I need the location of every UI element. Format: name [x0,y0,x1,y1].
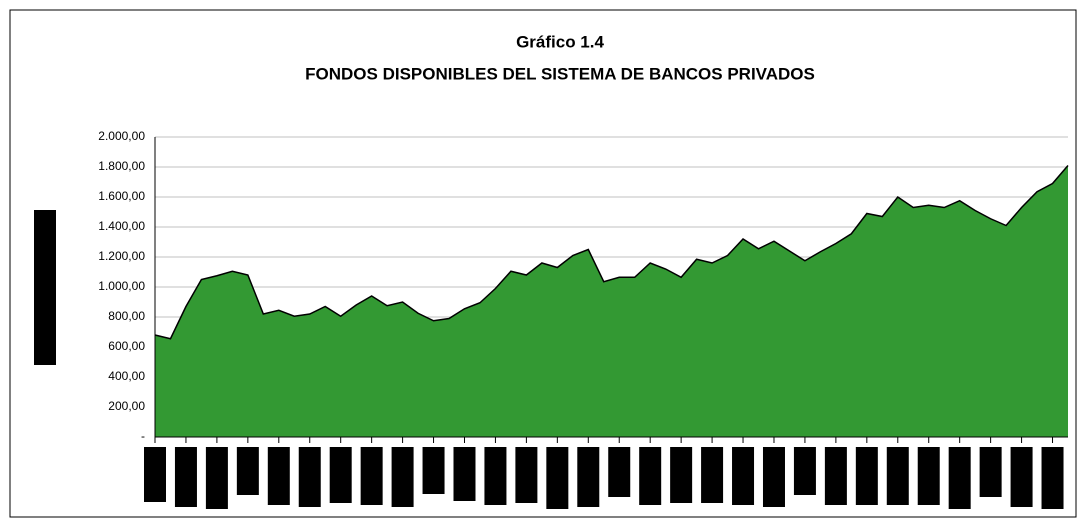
redacted-x-label [453,447,476,501]
y-tick-label: 1.600,00 [98,189,145,203]
y-tick-label: 200,00 [108,399,145,413]
redacted-x-label [546,447,569,509]
redacted-x-label [855,447,878,505]
y-tick-label: 800,00 [108,309,145,323]
redacted-x-label [329,447,352,503]
y-tick-label: 600,00 [108,339,145,353]
redacted-x-label [391,447,414,507]
redacted-x-label [917,447,940,505]
area [155,165,1068,437]
redacted-x-label [298,447,321,507]
redacted-x-label [824,447,847,505]
y-tick-label: 400,00 [108,369,145,383]
y-tick-label: 1.200,00 [98,249,145,263]
redacted-x-label [360,447,383,505]
redacted-x-label [762,447,785,507]
redacted-x-label [639,447,662,505]
y-tick-label: 1.800,00 [98,159,145,173]
redacted-x-label [979,447,1002,497]
y-tick-label: 1.000,00 [98,279,145,293]
chart-title: Gráfico 1.4 [516,32,604,51]
redacted-x-label [732,447,755,505]
redacted-x-label [608,447,631,497]
y-tick-label: 1.400,00 [98,219,145,233]
redacted-x-label [577,447,600,507]
redacted-x-label [422,447,445,494]
redacted-x-label [886,447,909,505]
chart-subtitle: FONDOS DISPONIBLES DEL SISTEMA DE BANCOS… [305,64,815,83]
redacted-x-label [670,447,693,503]
redacted-x-label [205,447,228,509]
redacted-x-label [515,447,538,503]
area-line [154,165,1069,340]
redacted-x-label [1041,447,1064,509]
y-tick-label: - [141,429,145,443]
redacted-x-label [484,447,507,505]
redacted-x-label [793,447,816,495]
redacted-x-label [701,447,724,503]
redacted-x-label [144,447,166,502]
redacted-x-label [174,447,197,507]
redacted-x-label [948,447,971,509]
y-tick-label: 2.000,00 [98,129,145,143]
redacted-x-label [1010,447,1033,507]
redacted-axis-label [34,210,56,365]
redacted-x-label [267,447,290,505]
redacted-x-label [236,447,259,495]
